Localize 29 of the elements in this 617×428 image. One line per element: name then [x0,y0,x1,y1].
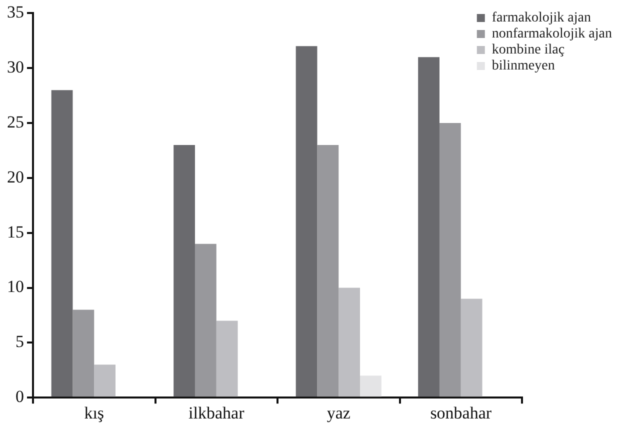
bar [360,376,382,397]
x-tick-label: yaz [326,403,351,422]
bar [194,244,216,397]
legend-label: bilinmeyen [492,58,555,74]
y-tick-label: 0 [16,387,24,406]
bar [338,288,360,397]
y-tick-label: 30 [7,58,24,77]
y-tick-label: 25 [7,112,24,132]
legend-label: nonfarmakolojik ajan [492,26,612,42]
y-tick-label: 20 [7,167,24,186]
bar [317,144,339,397]
legend-label: kombine ilaç [492,42,565,58]
bar [460,298,482,397]
bar [72,310,94,397]
bar [418,57,440,397]
bar [296,46,318,397]
y-tick-label: 35 [7,2,24,22]
bar [51,90,73,397]
y-tick-label: 10 [7,277,24,296]
legend-label: farmakolojik ajan [492,10,592,26]
bar [94,364,116,397]
x-tick-label: sonbahar [430,403,492,422]
x-tick-label: kış [84,403,104,422]
bar [174,144,195,397]
y-tick-label: 15 [7,222,24,242]
y-tick-label: 5 [16,332,24,352]
bar [216,320,238,397]
bar [439,123,461,397]
x-tick-label: ilkbahar [188,403,245,422]
